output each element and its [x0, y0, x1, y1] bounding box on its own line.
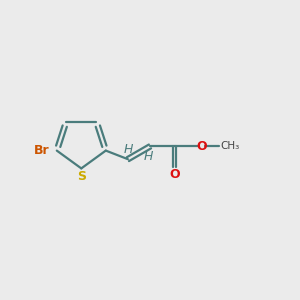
Text: O: O [169, 168, 180, 181]
Text: H: H [123, 143, 133, 156]
Text: O: O [196, 140, 207, 153]
Text: CH₃: CH₃ [220, 141, 239, 152]
Text: H: H [144, 150, 153, 163]
Text: Br: Br [34, 144, 50, 157]
Text: S: S [77, 170, 86, 183]
